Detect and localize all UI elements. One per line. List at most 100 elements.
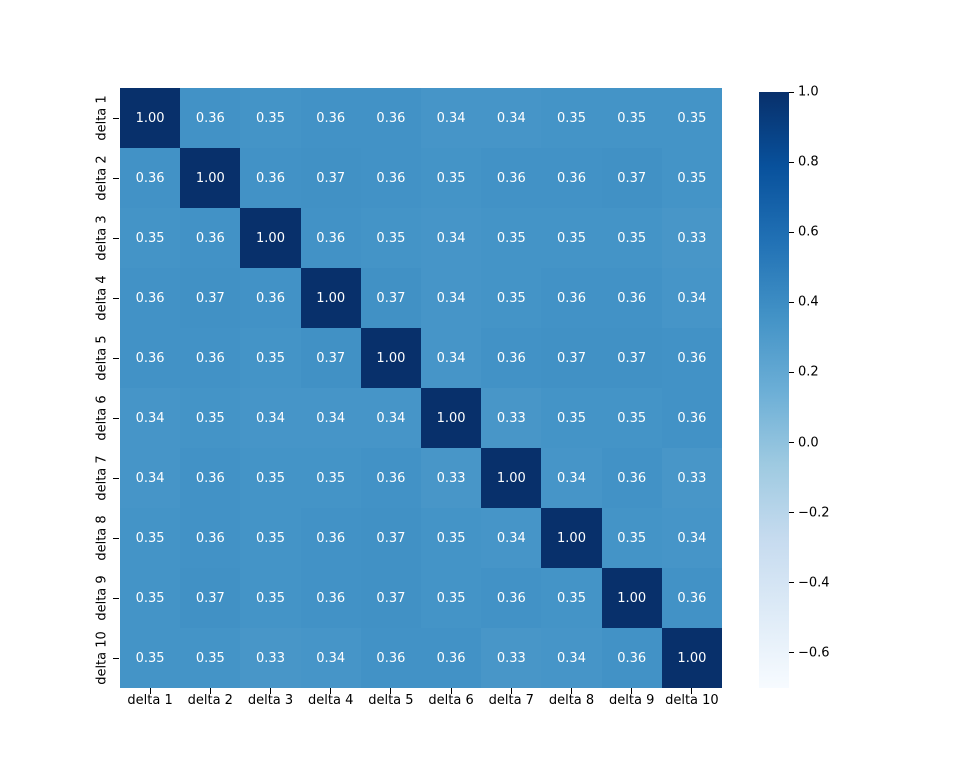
heatmap-cell: 0.36 [180,328,241,388]
heatmap-cell: 0.36 [120,268,181,328]
heatmap-cell: 0.35 [240,448,301,508]
heatmap-cell: 0.35 [601,508,662,568]
heatmap-cell: 0.36 [300,208,361,268]
heatmap-cell: 0.36 [421,628,482,688]
heatmap-cell: 0.37 [300,328,361,388]
colorbar-tick [789,301,794,303]
x-axis-tick [330,688,332,694]
heatmap-cell: 1.00 [421,388,482,448]
heatmap-cell: 0.37 [360,508,421,568]
y-axis-tick [113,657,119,659]
heatmap-cell: 1.00 [240,208,301,268]
heatmap-cell: 0.36 [180,208,241,268]
colorbar-tick-label: −0.6 [798,645,830,661]
heatmap-cell: 0.37 [180,268,241,328]
heatmap-cell: 0.35 [240,88,301,148]
heatmap-cell: 0.35 [240,568,301,628]
heatmap-cell: 0.36 [601,268,662,328]
heatmap-cell: 0.33 [421,448,482,508]
colorbar-tick [789,512,794,514]
colorbar-tick-label: −0.2 [798,505,830,521]
x-axis-tick [510,688,512,694]
heatmap-cell: 0.35 [421,148,482,208]
heatmap-grid: 1.00 0.36 0.35 0.36 0.36 0.34 0.34 0.35 0.35 0.35… [120,88,722,688]
y-axis-tick [113,357,119,359]
colorbar-tick-label: 0.2 [798,364,819,380]
y-axis-tick [113,537,119,539]
heatmap-cell: 0.34 [360,388,421,448]
x-tick-label: delta 2 [187,693,233,708]
heatmap-cell: 0.35 [240,328,301,388]
heatmap-cell: 0.36 [481,328,542,388]
heatmap-cell: 0.34 [541,448,602,508]
y-tick-label: delta 2 [94,155,110,201]
x-axis-tick [691,688,693,694]
y-tick-label: delta 3 [94,215,110,261]
y-axis-tick [113,477,119,479]
heatmap-cell: 0.35 [180,628,241,688]
heatmap-cell: 0.35 [541,88,602,148]
heatmap-cell: 0.34 [421,208,482,268]
x-axis-tick [631,688,633,694]
heatmap-cell: 0.35 [601,208,662,268]
heatmap-cell: 0.36 [541,148,602,208]
heatmap-cell: 0.35 [240,508,301,568]
heatmap-cell: 0.35 [661,148,722,208]
heatmap-cell: 0.34 [120,388,181,448]
y-axis-tick [113,597,119,599]
y-axis-tick [113,297,119,299]
heatmap-cell: 0.35 [541,208,602,268]
x-tick-label: delta 1 [127,693,173,708]
heatmap-cell: 0.34 [541,628,602,688]
colorbar-tick [789,161,794,163]
heatmap-cell: 0.36 [180,448,241,508]
x-tick-label: delta 8 [548,693,595,708]
heatmap-cell: 0.35 [120,208,181,268]
heatmap-cell: 1.00 [300,268,361,328]
heatmap-cell: 0.37 [360,568,421,628]
y-tick-label: delta 8 [94,515,110,561]
heatmap-cell: 0.34 [481,88,542,148]
heatmap-cell: 0.33 [481,628,542,688]
colorbar-tick-label: 0.0 [798,435,819,451]
x-axis-tick [450,688,452,694]
heatmap-cell: 0.35 [601,88,662,148]
heatmap-cell: 0.35 [661,88,722,148]
y-tick-label: delta 10 [94,631,110,685]
heatmap-cell: 1.00 [180,148,241,208]
heatmap-cell: 0.37 [180,568,241,628]
y-tick-label: delta 6 [94,395,110,441]
heatmap-cell: 0.34 [300,628,361,688]
heatmap-cell: 0.36 [120,148,181,208]
heatmap-cell: 0.34 [481,508,542,568]
heatmap-cell: 0.36 [481,568,542,628]
heatmap-cell: 0.34 [421,268,482,328]
x-axis-tick [149,688,151,694]
y-tick-label: delta 4 [94,275,110,321]
heatmap-cell: 0.35 [120,508,181,568]
heatmap-cell: 1.00 [360,328,421,388]
colorbar-tick-label: −0.4 [798,575,830,591]
heatmap-cell: 0.33 [240,628,301,688]
x-axis-tick [209,688,211,694]
heatmap-cell: 0.36 [240,268,301,328]
x-tick-label: delta 7 [488,693,534,708]
heatmap-cell: 0.35 [421,568,482,628]
colorbar-tick [789,231,794,233]
y-axis-tick [113,417,119,419]
heatmap-cell: 0.35 [541,568,602,628]
heatmap-cell: 0.36 [120,328,181,388]
heatmap-cell: 0.36 [481,148,542,208]
heatmap-cell: 0.37 [360,268,421,328]
heatmap-cell: 0.33 [661,208,722,268]
heatmap-cell: 0.35 [481,208,542,268]
heatmap-cell: 0.35 [421,508,482,568]
x-tick-label: delta 4 [308,693,354,708]
heatmap-cell: 0.37 [601,328,662,388]
heatmap-cell: 0.36 [601,448,662,508]
heatmap-cell: 0.36 [661,568,722,628]
y-tick-label: delta 1 [94,95,110,141]
y-axis-tick [113,177,119,179]
heatmap-cell: 0.35 [481,268,542,328]
